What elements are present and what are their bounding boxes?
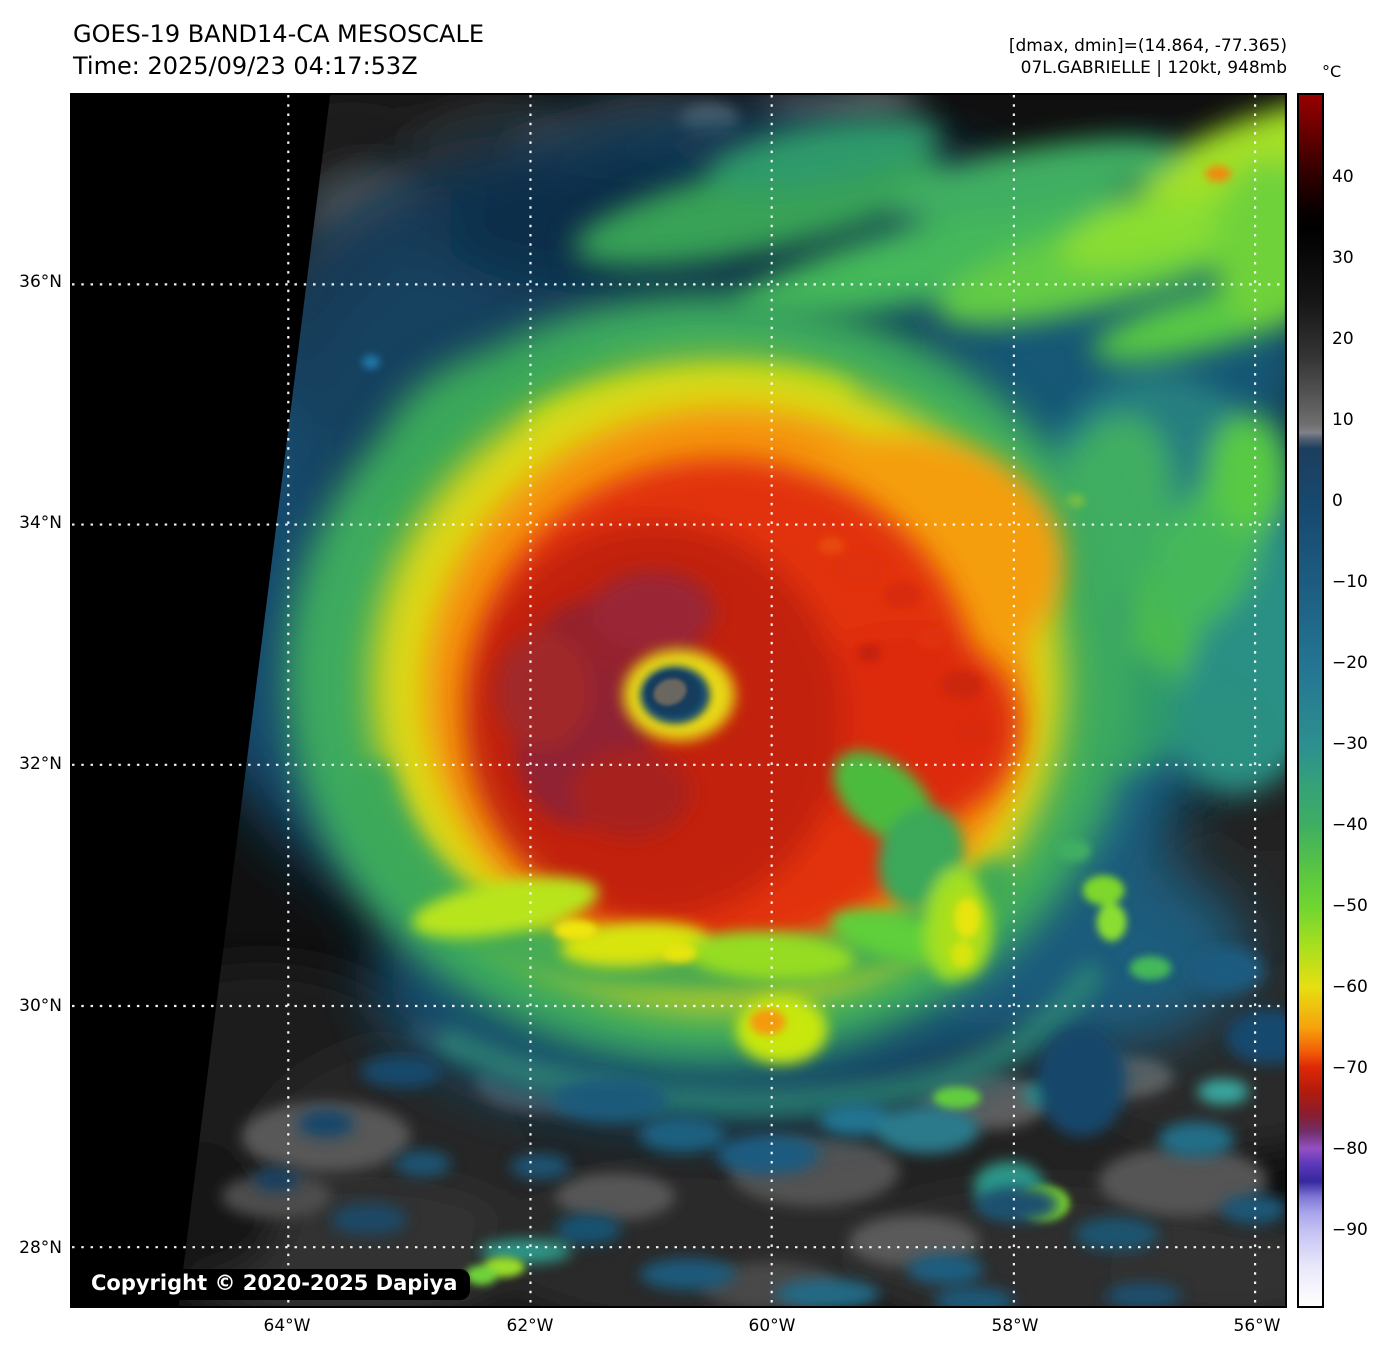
lat-label-32n: 32°N bbox=[19, 754, 62, 774]
dmax-dmin-readout: [dmax, dmin]=(14.864, -77.365) bbox=[1008, 36, 1287, 56]
lat-label-30n: 30°N bbox=[19, 996, 62, 1016]
temperature-colorbar bbox=[1297, 93, 1324, 1308]
colorbar-tick-m40: −40 bbox=[1332, 815, 1368, 835]
lon-label-56w: 56°W bbox=[1233, 1316, 1281, 1336]
graticule-grid bbox=[72, 95, 1285, 1306]
cold-overshoot-speckles bbox=[818, 536, 989, 743]
colorbar-tick-m90: −90 bbox=[1332, 1220, 1368, 1240]
lat-label-34n: 34°N bbox=[19, 513, 62, 533]
lon-label-58w: 58°W bbox=[991, 1316, 1039, 1336]
colorbar-tick-m50: −50 bbox=[1332, 896, 1368, 916]
page-title: GOES-19 BAND14-CA MESOSCALE bbox=[73, 20, 484, 48]
storm-intensity-readout: 07L.GABRIELLE | 120kt, 948mb bbox=[1020, 58, 1287, 78]
colorbar-tick-m30: −30 bbox=[1332, 734, 1368, 754]
colorbar-tick-20: 20 bbox=[1332, 329, 1354, 349]
colorbar-unit-label: °C bbox=[1322, 62, 1342, 81]
satellite-map-panel: Copyright © 2020-2025 Dapiya bbox=[70, 93, 1287, 1308]
lon-label-64w: 64°W bbox=[263, 1316, 311, 1336]
colorbar-tick-m10: −10 bbox=[1332, 572, 1368, 592]
colorbar-tick-m70: −70 bbox=[1332, 1058, 1368, 1078]
lon-label-60w: 60°W bbox=[748, 1316, 796, 1336]
colorbar-tick-0: 0 bbox=[1332, 491, 1343, 511]
timestamp: Time: 2025/09/23 04:17:53Z bbox=[73, 52, 418, 80]
colorbar-tick-m60: −60 bbox=[1332, 977, 1368, 997]
colorbar-tick-m20: −20 bbox=[1332, 653, 1368, 673]
copyright-badge: Copyright © 2020-2025 Dapiya bbox=[78, 1269, 471, 1300]
cloud-imagery bbox=[178, 95, 1285, 1306]
colorbar-tick-40: 40 bbox=[1332, 167, 1354, 187]
satellite-ir-image bbox=[72, 95, 1285, 1306]
lon-label-62w: 62°W bbox=[506, 1316, 554, 1336]
colorbar-tick-10: 10 bbox=[1332, 410, 1354, 430]
hurricane-eye bbox=[623, 649, 735, 741]
colorbar-tick-m80: −80 bbox=[1332, 1139, 1368, 1159]
colorbar-tick-30: 30 bbox=[1332, 248, 1354, 268]
lat-label-28n: 28°N bbox=[19, 1238, 62, 1258]
lat-label-36n: 36°N bbox=[19, 272, 62, 292]
